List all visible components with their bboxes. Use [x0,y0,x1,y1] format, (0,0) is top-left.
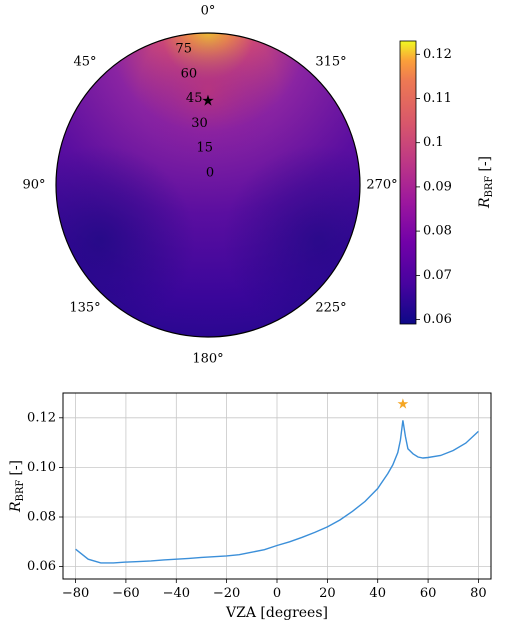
colorbar-ticks: 0.06 0.07 0.08 0.09 0.1 0.11 0.12 [416,47,452,327]
radial-label: 45 [186,91,203,106]
colorbar-tick-label: 0.1 [423,135,444,150]
x-tick-label: −20 [213,586,240,601]
polar-heatmap: 0° 45° 90° 135° 180° 225° 270° 315° 0 15 30 45 60 75… [22,4,397,367]
polar-marker-star: ★ [201,92,214,110]
azimuth-label: 270° [366,178,397,193]
azimuth-label: 135° [69,301,100,316]
y-axis-label-sub: BRF [15,480,26,502]
colorbar-tick-label: 0.08 [423,224,452,239]
x-tick-label: 40 [369,586,386,601]
radial-label: 75 [175,42,192,57]
colorbar-tick-label: 0.09 [423,179,452,194]
series-line [75,420,479,564]
azimuth-label: 225° [315,301,346,316]
svg-text:RBRF[-]: RBRF [-] [8,460,26,513]
colorbar-tick-label: 0.07 [423,268,452,283]
radial-tick-labels: 0 15 30 45 60 75 [175,42,214,181]
colorbar-tick-label: 0.11 [423,91,452,106]
azimuth-label: 90° [22,178,45,193]
line-chart-y-ticks: 0.06 0.08 0.10 0.12 [27,410,63,574]
colorbar: 0.06 0.07 0.08 0.09 0.1 0.11 0.12 RBRF [-] [399,40,495,327]
colorbar-tick-label: 0.06 [423,312,452,327]
svg-text:RBRF[-]: RBRF [-] [477,156,495,209]
x-tick-label: −60 [112,586,139,601]
colorbar-label-unit: [-] [477,156,493,172]
azimuth-label: 0° [201,4,216,19]
colorbar-tick-label: 0.12 [423,47,452,62]
y-axis-label-main: R [8,501,24,513]
azimuth-label: 315° [315,55,346,70]
x-tick-label: 0 [273,586,281,601]
y-tick-label: 0.12 [27,410,56,425]
y-axis-label-unit: [-] [8,460,24,476]
colorbar-gradient [399,40,417,325]
colorbar-label: RBRF [-] [477,156,495,209]
line-chart-x-ticks: −80 −60 −40 −20 0 20 40 60 80 [62,579,487,601]
y-tick-label: 0.10 [27,460,56,475]
radial-label: 30 [191,116,208,131]
line-marker-star: ★ [397,397,410,413]
radial-label: 60 [181,66,198,81]
line-chart: −80 −60 −40 −20 0 20 40 60 80 0.06 0.08 0.10 0.12 ★… [8,392,492,621]
x-tick-label: −40 [163,586,190,601]
x-axis-label: VZA [degrees] [225,605,328,621]
x-tick-label: 60 [420,586,437,601]
azimuth-label: 180° [192,352,223,367]
radial-label: 0 [206,166,214,181]
y-tick-label: 0.08 [27,510,56,525]
colorbar-label-main: R [477,197,493,209]
x-tick-label: −80 [62,586,89,601]
polar-boundary [55,32,361,338]
radial-label: 15 [196,141,213,156]
x-tick-label: 80 [470,586,487,601]
colorbar-label-sub: BRF [484,176,495,198]
line-chart-grid [63,393,491,579]
azimuth-tick-labels: 0° 45° 90° 135° 180° 225° 270° 315° [22,4,397,367]
y-axis-label: RBRF [-] [8,460,26,513]
polar-dark-lobe-right [56,33,360,337]
y-tick-label: 0.06 [27,559,56,574]
azimuth-label: 45° [73,55,96,70]
x-tick-label: 20 [319,586,336,601]
